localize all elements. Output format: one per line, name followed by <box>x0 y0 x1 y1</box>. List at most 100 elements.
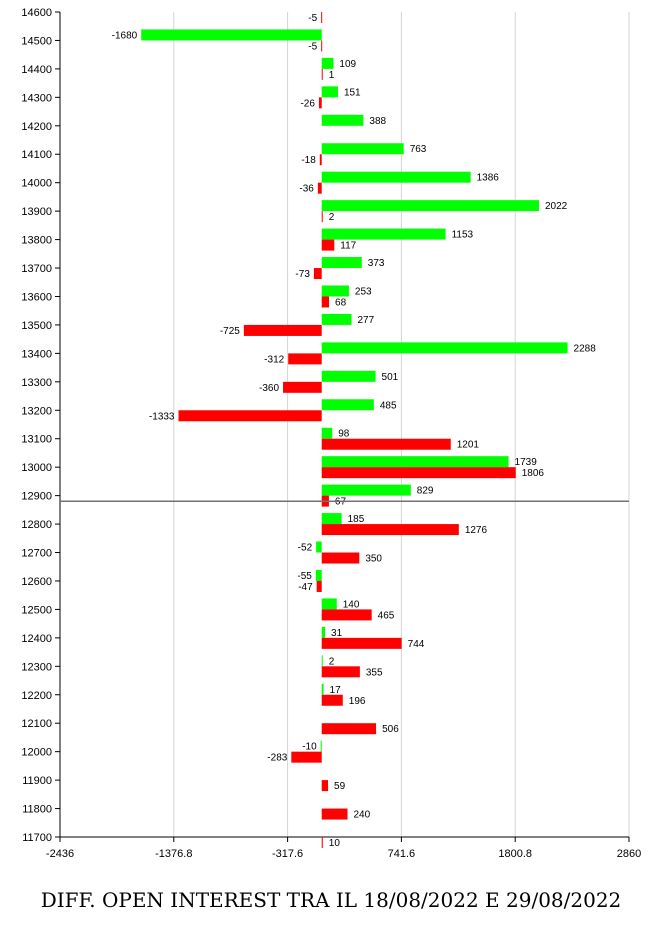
bar-red <box>321 438 451 450</box>
bar-green <box>141 29 322 41</box>
data-label: -1680 <box>112 30 138 41</box>
bar-red <box>321 694 343 706</box>
bar-green <box>321 683 324 695</box>
y-tick-label: 11800 <box>22 804 52 816</box>
bar-green <box>321 143 404 155</box>
data-label: -1333 <box>149 411 175 422</box>
bar-red <box>321 552 360 564</box>
data-label: -10 <box>302 742 317 753</box>
bar-green <box>321 598 337 610</box>
data-label: -18 <box>301 155 316 166</box>
data-label: -47 <box>298 582 313 593</box>
y-tick-label: 13400 <box>21 348 52 360</box>
bar-green <box>321 370 376 382</box>
data-label: 17 <box>330 685 342 696</box>
bar-green <box>321 86 338 98</box>
data-label: 117 <box>340 241 356 252</box>
y-tick-label: 12300 <box>21 661 52 673</box>
bar-green <box>321 456 509 468</box>
bar-red <box>321 780 329 792</box>
data-label: 68 <box>335 297 347 308</box>
data-label: 506 <box>382 724 399 735</box>
bar-red <box>317 182 322 194</box>
x-tick-label: 741.6 <box>388 848 416 860</box>
bar-red <box>316 580 322 592</box>
bar-red <box>321 637 402 649</box>
bar-red <box>288 353 322 365</box>
bar-red <box>178 410 322 422</box>
x-tick-label: -317.6 <box>272 848 303 860</box>
bar-red <box>321 837 323 848</box>
y-tick-label: 13100 <box>21 434 52 446</box>
bar-red <box>291 751 322 763</box>
data-label: 59 <box>334 781 346 792</box>
bar-green <box>320 740 322 752</box>
data-label: 350 <box>365 554 382 565</box>
bar-red <box>321 296 330 308</box>
y-tick-label: 14400 <box>21 64 52 76</box>
data-label: -26 <box>300 98 315 109</box>
x-tick-label: -1376.8 <box>155 848 192 860</box>
bar-red <box>321 40 323 52</box>
bar-green <box>315 569 322 581</box>
data-label: 140 <box>343 599 360 610</box>
y-tick-label: 14000 <box>21 178 52 190</box>
data-label: 151 <box>344 87 361 98</box>
bar-green <box>321 655 323 667</box>
data-label: 185 <box>348 514 365 525</box>
bar-green <box>321 427 333 439</box>
bar-green <box>321 257 362 269</box>
bar-red <box>321 808 348 820</box>
data-label: 1153 <box>452 230 474 241</box>
data-label: 465 <box>378 610 395 621</box>
y-tick-label: 12600 <box>21 576 52 588</box>
y-tick-label: 13700 <box>21 263 52 275</box>
data-label: -360 <box>259 383 279 394</box>
data-label: 10 <box>329 838 341 849</box>
data-label: 2 <box>329 212 335 223</box>
bar-green <box>321 484 411 496</box>
bar-green <box>321 285 349 297</box>
bar-green <box>321 114 364 126</box>
bar-red <box>283 381 322 393</box>
bar-red <box>313 268 322 280</box>
bar-green <box>321 342 568 354</box>
y-tick-label: 12900 <box>21 491 52 503</box>
bar-green <box>321 57 334 69</box>
data-label: 196 <box>349 696 366 707</box>
data-label: 240 <box>354 810 371 821</box>
bar-red <box>243 324 322 336</box>
bar-green <box>316 541 322 553</box>
data-label: 1276 <box>465 525 488 536</box>
bar-green <box>321 171 471 183</box>
y-tick-label: 12000 <box>21 747 52 759</box>
data-label: 98 <box>338 429 350 440</box>
data-label: 485 <box>380 400 397 411</box>
data-label: -725 <box>220 326 240 337</box>
data-label: 1386 <box>477 173 500 184</box>
bar-red <box>321 666 360 678</box>
chart: -2436 -1376.8 -317.6 741.6 1800.8 28601460014… <box>21 7 641 860</box>
data-label: 1 <box>329 70 335 81</box>
y-tick-label: 13300 <box>21 377 52 389</box>
data-label: 829 <box>417 486 434 497</box>
x-tick-label: 2860 <box>617 848 641 860</box>
bar-green <box>321 313 352 325</box>
bar-green <box>321 513 342 525</box>
data-label: 2 <box>329 656 335 667</box>
data-label: 744 <box>408 639 425 650</box>
bar-red <box>321 68 323 80</box>
data-label: -312 <box>264 354 284 365</box>
data-label: 388 <box>369 116 386 127</box>
data-label: 501 <box>382 372 399 383</box>
y-tick-label: 14100 <box>21 149 52 161</box>
y-tick-label: 13800 <box>21 235 52 247</box>
bar-green <box>321 626 326 638</box>
data-label: 31 <box>331 628 343 639</box>
y-tick-label: 12100 <box>21 718 52 730</box>
chart-caption: DIFF. OPEN INTEREST TRA IL 18/08/2022 E … <box>40 888 622 912</box>
y-tick-label: 14600 <box>21 7 52 19</box>
data-label: 1806 <box>522 468 545 479</box>
data-label: -5 <box>308 13 317 24</box>
bar-red <box>321 524 459 536</box>
